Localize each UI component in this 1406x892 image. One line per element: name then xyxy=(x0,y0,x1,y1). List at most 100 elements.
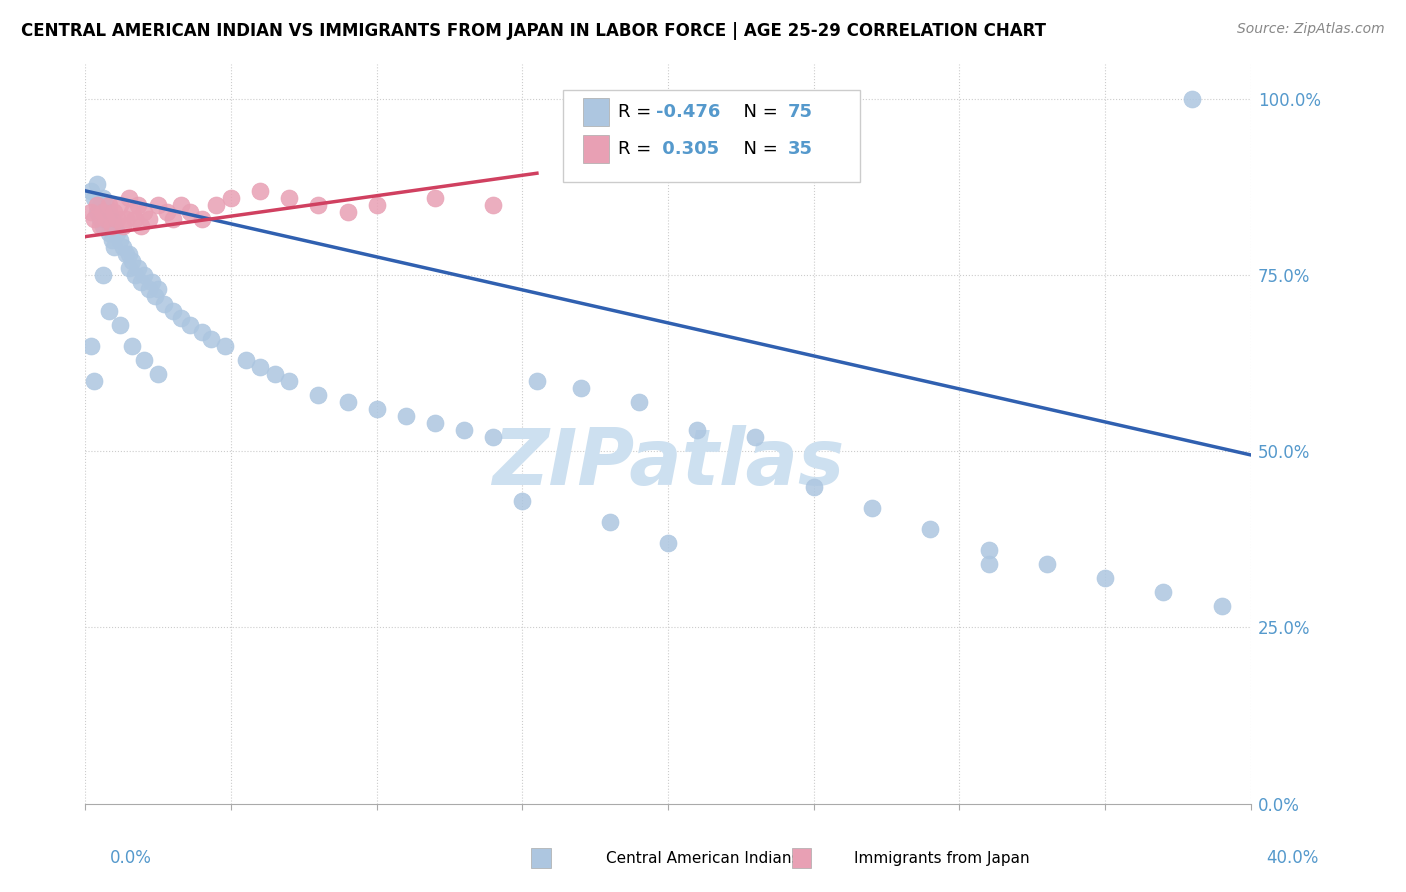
Text: Central American Indians: Central American Indians xyxy=(606,851,800,865)
Point xyxy=(156,205,179,219)
Point xyxy=(91,268,114,283)
Text: 0.0%: 0.0% xyxy=(110,849,152,867)
Text: 40.0%: 40.0% xyxy=(1267,849,1319,867)
Point xyxy=(83,374,105,388)
Point xyxy=(127,261,149,276)
Point xyxy=(1181,92,1204,106)
Point xyxy=(526,374,548,388)
Point xyxy=(121,339,143,353)
Text: R =: R = xyxy=(617,140,657,158)
Text: 0.305: 0.305 xyxy=(657,140,720,158)
Point xyxy=(686,423,709,437)
Point xyxy=(138,212,160,227)
Point xyxy=(97,198,120,212)
Point xyxy=(146,282,169,296)
Point xyxy=(179,318,201,332)
Point xyxy=(1036,557,1059,571)
Point xyxy=(423,191,446,205)
Point xyxy=(214,339,236,353)
Point xyxy=(366,198,388,212)
Text: R =: R = xyxy=(617,103,657,121)
Point xyxy=(132,268,155,283)
Text: CENTRAL AMERICAN INDIAN VS IMMIGRANTS FROM JAPAN IN LABOR FORCE | AGE 25-29 CORR: CENTRAL AMERICAN INDIAN VS IMMIGRANTS FR… xyxy=(21,22,1046,40)
Point xyxy=(278,191,301,205)
Point xyxy=(110,233,132,247)
Point xyxy=(1152,585,1174,599)
Point xyxy=(307,388,329,402)
Point xyxy=(162,303,184,318)
Text: N =: N = xyxy=(733,140,783,158)
Point xyxy=(91,191,114,205)
Point xyxy=(366,402,388,417)
Point xyxy=(143,289,166,303)
Point xyxy=(91,205,114,219)
Point xyxy=(336,205,359,219)
Point xyxy=(146,367,169,381)
Point xyxy=(249,359,271,374)
Bar xyxy=(583,98,609,126)
Point xyxy=(744,430,766,444)
Point xyxy=(129,276,152,290)
Point xyxy=(132,352,155,367)
Point xyxy=(103,240,125,254)
Point xyxy=(121,205,143,219)
Point xyxy=(1094,571,1116,585)
Point xyxy=(657,536,679,550)
Point xyxy=(100,212,122,227)
Point xyxy=(179,205,201,219)
Point xyxy=(170,310,193,325)
Point xyxy=(453,423,475,437)
Point xyxy=(97,226,120,240)
Point xyxy=(89,212,111,227)
Text: Source: ZipAtlas.com: Source: ZipAtlas.com xyxy=(1237,22,1385,37)
Point xyxy=(89,198,111,212)
Text: Immigrants from Japan: Immigrants from Japan xyxy=(855,851,1029,865)
Text: 75: 75 xyxy=(789,103,813,121)
Point xyxy=(86,198,108,212)
Point xyxy=(153,296,176,310)
Point xyxy=(512,493,534,508)
Point xyxy=(482,198,505,212)
Point xyxy=(423,416,446,430)
Point xyxy=(395,409,418,424)
Point xyxy=(80,184,103,198)
Point xyxy=(121,254,143,268)
Text: -0.476: -0.476 xyxy=(657,103,721,121)
Point xyxy=(278,374,301,388)
Point xyxy=(103,219,125,233)
Point xyxy=(97,205,120,219)
Point xyxy=(920,522,942,536)
Point xyxy=(162,212,184,227)
Point xyxy=(191,212,214,227)
Point xyxy=(127,198,149,212)
Point xyxy=(138,282,160,296)
Point xyxy=(129,219,152,233)
Point xyxy=(118,247,141,261)
Point xyxy=(307,198,329,212)
Point xyxy=(569,381,592,395)
Point xyxy=(89,219,111,233)
Point xyxy=(977,557,1000,571)
Point xyxy=(112,240,135,254)
Point xyxy=(482,430,505,444)
Point xyxy=(103,205,125,219)
Point xyxy=(191,325,214,339)
Point xyxy=(146,198,169,212)
Point xyxy=(803,480,825,494)
Point xyxy=(115,212,138,227)
Point xyxy=(94,212,117,227)
Point xyxy=(97,303,120,318)
Point xyxy=(124,268,146,283)
Point xyxy=(219,191,242,205)
Point xyxy=(860,500,883,515)
Point xyxy=(86,177,108,191)
Point xyxy=(112,219,135,233)
Text: 35: 35 xyxy=(789,140,813,158)
Point xyxy=(124,212,146,227)
Point xyxy=(83,212,105,227)
Point xyxy=(105,226,128,240)
Point xyxy=(100,219,122,233)
Point xyxy=(132,205,155,219)
Point xyxy=(83,191,105,205)
Point xyxy=(80,339,103,353)
